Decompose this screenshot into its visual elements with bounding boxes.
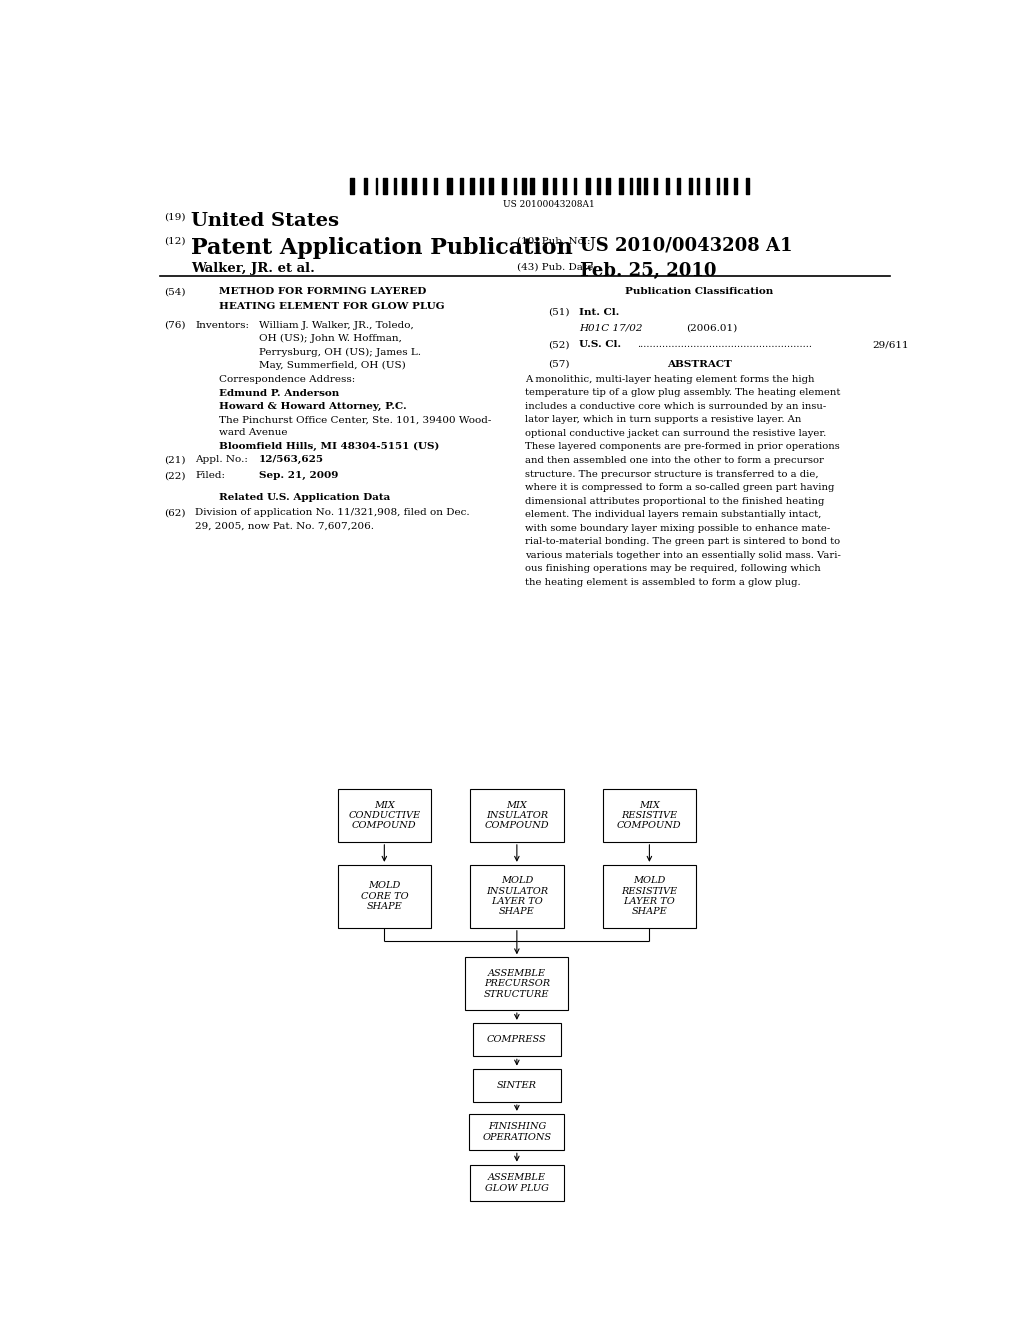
Text: Int. Cl.: Int. Cl. — [579, 308, 620, 317]
Text: (52): (52) — [549, 341, 570, 350]
Bar — [338, 865, 431, 928]
Text: the heating element is assembled to form a glow plug.: the heating element is assembled to form… — [524, 578, 801, 586]
Text: MIX
RESISTIVE
COMPOUND: MIX RESISTIVE COMPOUND — [617, 801, 682, 830]
Text: H01C 17/02: H01C 17/02 — [579, 323, 642, 333]
Bar — [470, 865, 563, 928]
Text: These layered components are pre-formed in prior operations: These layered components are pre-formed … — [524, 442, 840, 451]
Text: 29, 2005, now Pat. No. 7,607,206.: 29, 2005, now Pat. No. 7,607,206. — [196, 521, 375, 531]
Text: 12/563,625: 12/563,625 — [259, 455, 324, 465]
Text: Publication Classification: Publication Classification — [626, 288, 773, 297]
Text: includes a conductive core which is surrounded by an insu-: includes a conductive core which is surr… — [524, 401, 826, 411]
Text: Correspondence Address:: Correspondence Address: — [219, 375, 355, 384]
Text: element. The individual layers remain substantially intact,: element. The individual layers remain su… — [524, 510, 821, 519]
Text: 29/611: 29/611 — [872, 341, 909, 350]
Bar — [473, 1023, 560, 1056]
Text: (57): (57) — [549, 359, 570, 368]
Text: structure. The precursor structure is transferred to a die,: structure. The precursor structure is tr… — [524, 470, 818, 479]
Text: lator layer, which in turn supports a resistive layer. An: lator layer, which in turn supports a re… — [524, 416, 801, 425]
Text: Bloomfield Hills, MI 48304-5151 (US): Bloomfield Hills, MI 48304-5151 (US) — [219, 441, 439, 450]
Text: Patent Application Publication: Patent Application Publication — [191, 236, 573, 259]
Text: Filed:: Filed: — [196, 471, 225, 480]
Text: A monolithic, multi-layer heating element forms the high: A monolithic, multi-layer heating elemen… — [524, 375, 814, 384]
Text: FINISHING
OPERATIONS: FINISHING OPERATIONS — [482, 1122, 551, 1142]
Text: U.S. Cl.: U.S. Cl. — [579, 341, 621, 350]
Text: United States: United States — [191, 213, 340, 230]
Text: and then assembled one into the other to form a precursor: and then assembled one into the other to… — [524, 455, 823, 465]
Text: SINTER: SINTER — [497, 1081, 537, 1090]
Text: where it is compressed to form a so-called green part having: where it is compressed to form a so-call… — [524, 483, 835, 492]
Text: MIX
INSULATOR
COMPOUND: MIX INSULATOR COMPOUND — [484, 801, 549, 830]
Text: Edmund P. Anderson: Edmund P. Anderson — [219, 388, 340, 397]
Text: MIX
CONDUCTIVE
COMPOUND: MIX CONDUCTIVE COMPOUND — [348, 801, 421, 830]
Text: (2006.01): (2006.01) — [686, 323, 737, 333]
Bar — [602, 789, 696, 842]
Text: Feb. 25, 2010: Feb. 25, 2010 — [581, 263, 717, 280]
Text: Walker, JR. et al.: Walker, JR. et al. — [191, 263, 315, 275]
Text: (19): (19) — [164, 213, 185, 222]
Text: Related U.S. Application Data: Related U.S. Application Data — [219, 492, 390, 502]
Bar — [469, 1114, 564, 1151]
Text: (43) Pub. Date:: (43) Pub. Date: — [517, 263, 597, 271]
Text: MOLD
CORE TO
SHAPE: MOLD CORE TO SHAPE — [360, 882, 409, 911]
Text: Perrysburg, OH (US); James L.: Perrysburg, OH (US); James L. — [259, 347, 421, 356]
Text: OH (US); John W. Hoffman,: OH (US); John W. Hoffman, — [259, 334, 401, 343]
Text: dimensional attributes proportional to the finished heating: dimensional attributes proportional to t… — [524, 496, 824, 506]
Text: ABSTRACT: ABSTRACT — [667, 359, 732, 368]
Bar — [465, 957, 568, 1010]
Text: ASSEMBLE
PRECURSOR
STRUCTURE: ASSEMBLE PRECURSOR STRUCTURE — [483, 969, 550, 999]
Bar — [602, 865, 696, 928]
Text: US 2010/0043208 A1: US 2010/0043208 A1 — [581, 236, 793, 255]
Text: Howard & Howard Attorney, P.C.: Howard & Howard Attorney, P.C. — [219, 403, 407, 412]
Text: (54): (54) — [164, 288, 185, 297]
Bar — [473, 1069, 560, 1102]
Text: ASSEMBLE
GLOW PLUG: ASSEMBLE GLOW PLUG — [485, 1173, 549, 1193]
Text: The Pinchurst Office Center, Ste. 101, 39400 Wood-: The Pinchurst Office Center, Ste. 101, 3… — [219, 416, 492, 425]
Text: METHOD FOR FORMING LAYERED: METHOD FOR FORMING LAYERED — [219, 288, 427, 297]
Text: (62): (62) — [164, 508, 185, 517]
Text: Inventors:: Inventors: — [196, 321, 250, 330]
Text: May, Summerfield, OH (US): May, Summerfield, OH (US) — [259, 360, 406, 370]
Bar — [338, 789, 431, 842]
Text: ward Avenue: ward Avenue — [219, 428, 288, 437]
Text: William J. Walker, JR., Toledo,: William J. Walker, JR., Toledo, — [259, 321, 414, 330]
Text: (22): (22) — [164, 471, 185, 480]
Text: COMPRESS: COMPRESS — [487, 1035, 547, 1044]
Text: Sep. 21, 2009: Sep. 21, 2009 — [259, 471, 338, 480]
Text: (21): (21) — [164, 455, 185, 465]
Bar — [470, 1164, 563, 1201]
Text: (10) Pub. No.:: (10) Pub. No.: — [517, 236, 591, 246]
Text: (76): (76) — [164, 321, 185, 330]
Text: optional conductive jacket can surround the resistive layer.: optional conductive jacket can surround … — [524, 429, 826, 438]
Text: ........................................................: ........................................… — [637, 341, 812, 350]
Text: MOLD
RESISTIVE
LAYER TO
SHAPE: MOLD RESISTIVE LAYER TO SHAPE — [622, 876, 678, 916]
Text: various materials together into an essentially solid mass. Vari-: various materials together into an essen… — [524, 550, 841, 560]
Text: HEATING ELEMENT FOR GLOW PLUG: HEATING ELEMENT FOR GLOW PLUG — [219, 302, 444, 310]
Text: rial-to-material bonding. The green part is sintered to bond to: rial-to-material bonding. The green part… — [524, 537, 840, 546]
Text: Division of application No. 11/321,908, filed on Dec.: Division of application No. 11/321,908, … — [196, 508, 470, 517]
Text: temperature tip of a glow plug assembly. The heating element: temperature tip of a glow plug assembly.… — [524, 388, 840, 397]
Text: (12): (12) — [164, 236, 185, 246]
Text: US 20100043208A1: US 20100043208A1 — [503, 201, 595, 209]
Text: (51): (51) — [549, 308, 570, 317]
Text: Appl. No.:: Appl. No.: — [196, 455, 249, 465]
Text: MOLD
INSULATOR
LAYER TO
SHAPE: MOLD INSULATOR LAYER TO SHAPE — [485, 876, 548, 916]
Bar — [470, 789, 563, 842]
Text: ous finishing operations may be required, following which: ous finishing operations may be required… — [524, 564, 820, 573]
Text: with some boundary layer mixing possible to enhance mate-: with some boundary layer mixing possible… — [524, 524, 830, 532]
